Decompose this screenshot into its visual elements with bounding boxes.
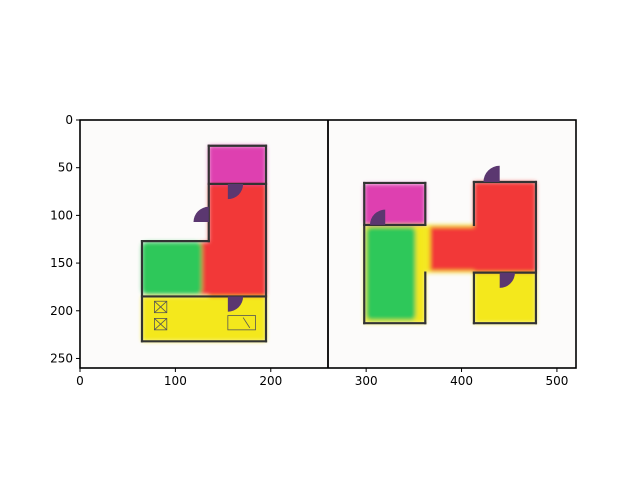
x-tick-label: 100 (164, 374, 187, 388)
room-green (366, 227, 416, 320)
axes: 0 100 200 300 400 500 0 50 100 150 200 250 (50, 113, 576, 388)
y-tick-label: 0 (65, 113, 73, 127)
y-axis: 0 50 100 150 200 250 (50, 113, 80, 365)
x-tick-label: 300 (355, 374, 378, 388)
room-magenta (209, 146, 266, 184)
room-red (209, 184, 266, 297)
room-red (474, 182, 536, 273)
y-tick-label: 100 (50, 208, 73, 222)
room-yellow (142, 296, 266, 341)
room-green (142, 242, 202, 294)
x-tick-label: 400 (450, 374, 473, 388)
x-axis: 0 100 200 300 400 500 (76, 368, 568, 388)
y-tick-label: 200 (50, 304, 73, 318)
x-tick-label: 500 (545, 374, 568, 388)
y-tick-label: 250 (50, 351, 73, 365)
x-tick-label: 200 (259, 374, 282, 388)
room-red (430, 227, 476, 271)
y-tick-label: 50 (58, 161, 73, 175)
x-tick-label: 0 (76, 374, 84, 388)
y-tick-label: 150 (50, 256, 73, 270)
